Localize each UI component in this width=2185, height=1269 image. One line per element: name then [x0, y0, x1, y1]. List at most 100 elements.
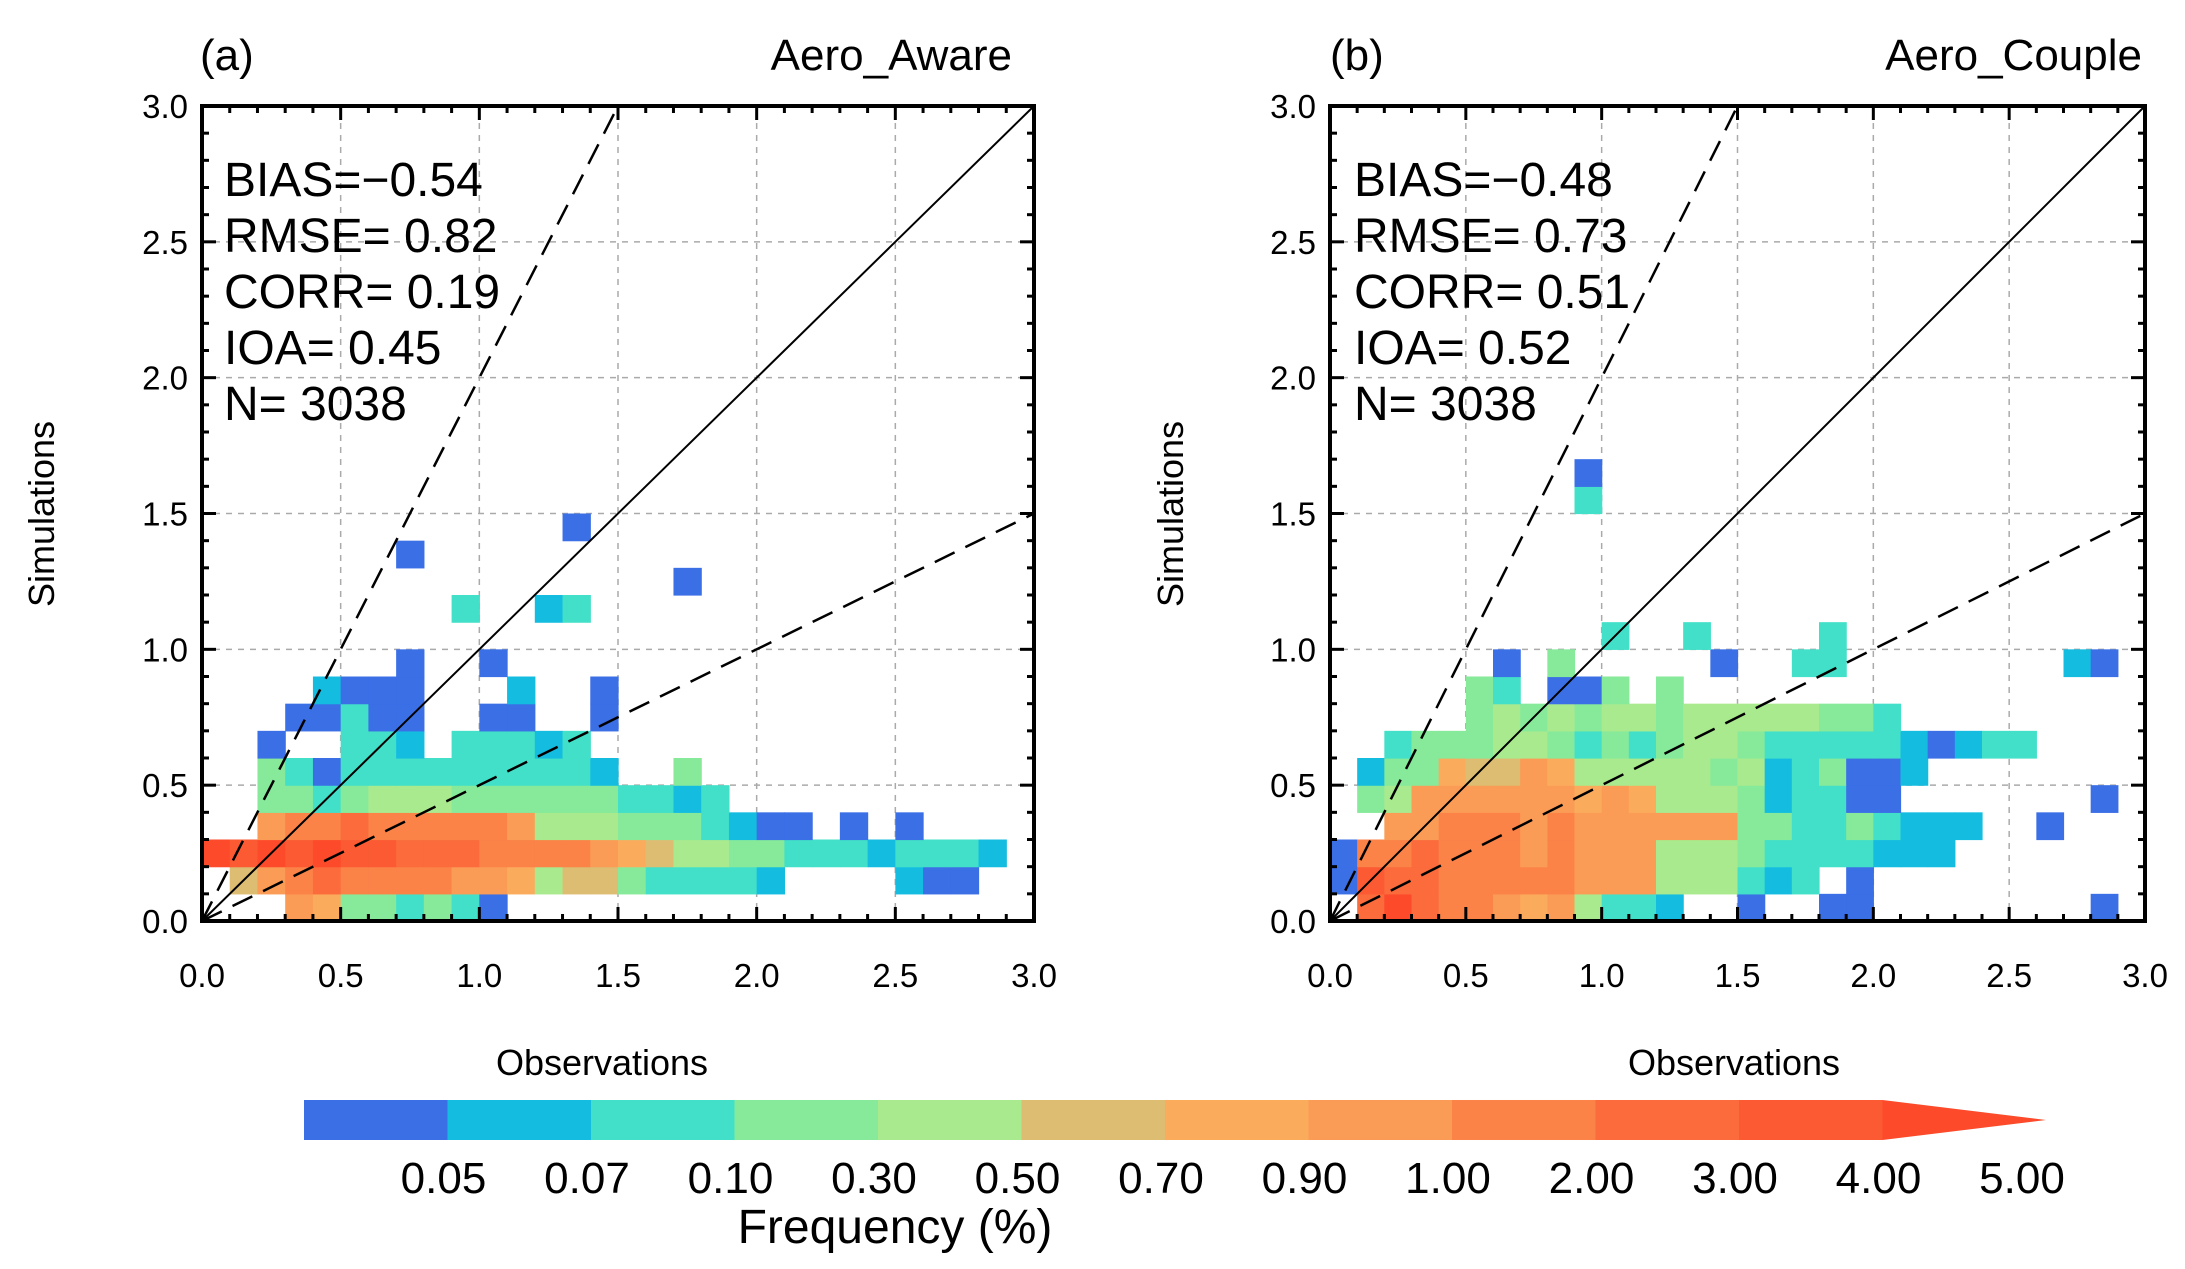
colorbar-label: 0.50: [975, 1154, 1061, 1203]
colorbar-label: 0.07: [544, 1154, 630, 1203]
heatmap-cell: [285, 866, 314, 895]
heatmap-cell: [1764, 839, 1793, 868]
heatmap-cell: [895, 812, 924, 841]
heatmap-cell: [1656, 703, 1684, 732]
heatmap-cell: [701, 866, 730, 895]
heatmap-cell: [590, 676, 619, 705]
heatmap-cell: [1737, 758, 1766, 786]
stat-rmse: RMSE= 0.73: [1354, 210, 1627, 263]
heatmap-cell: [1384, 893, 1413, 922]
heatmap-cell: [1438, 839, 1467, 868]
heatmap-cell: [1683, 730, 1711, 759]
heatmap-cell: [1683, 785, 1711, 813]
colorbar-swatch: [878, 1100, 1023, 1140]
heatmap-cell: [1737, 839, 1766, 868]
heatmap-cell: [479, 649, 508, 678]
heatmap-cell: [562, 785, 591, 813]
x-axis-label: Observations: [496, 1042, 708, 1083]
heatmap-cell: [1493, 866, 1521, 895]
heatmap-cell: [1493, 703, 1521, 732]
heatmap-cell: [368, 812, 397, 841]
heatmap-cell: [756, 866, 785, 895]
x-tick-label: 1.5: [1715, 957, 1761, 994]
heatmap-cell: [1520, 839, 1548, 868]
heatmap-cell: [1791, 758, 1820, 786]
stat-ioa: IOA= 0.45: [224, 322, 441, 375]
y-tick-label: 0.5: [1270, 767, 1316, 804]
heatmap-cell: [1384, 758, 1413, 786]
heatmap-cell: [1819, 812, 1847, 841]
x-tick-label: 1.0: [456, 957, 502, 994]
colorbar-label: 0.10: [688, 1154, 774, 1203]
heatmap-cell: [1547, 703, 1576, 732]
heatmap-cell: [285, 893, 314, 922]
heatmap-cell: [2009, 730, 2037, 759]
heatmap-cell: [1330, 866, 1358, 895]
stat-bias: BIAS=−0.48: [1354, 154, 1613, 207]
heatmap-cell: [507, 676, 536, 705]
heatmap-cell: [784, 812, 813, 841]
heatmap-cell: [1656, 866, 1684, 895]
heatmap-cell: [812, 839, 841, 868]
heatmap-cell: [1384, 730, 1413, 759]
heatmap-cell: [507, 866, 536, 895]
heatmap-cell: [1465, 676, 1494, 705]
heatmap-cell: [1493, 649, 1521, 678]
one-to-two-line: [1329, 512, 2146, 923]
heatmap-cell: [1574, 866, 1603, 895]
heatmap-cell: [1574, 459, 1603, 487]
heatmap-cell: [1574, 839, 1603, 868]
heatmap-cell: [1900, 730, 1929, 759]
heatmap-cell: [1954, 730, 1983, 759]
heatmap-cell: [673, 839, 702, 868]
heatmap-cell: [1438, 893, 1467, 922]
colorbar-label: 4.00: [1836, 1154, 1922, 1203]
heatmap-cell: [1819, 839, 1847, 868]
heatmap-cell: [1873, 812, 1902, 841]
heatmap-cell: [1710, 812, 1739, 841]
colorbar-swatch: [1021, 1100, 1166, 1140]
heatmap-cell: [423, 893, 453, 922]
heatmap-cell: [2090, 893, 2119, 922]
heatmap-cell: [479, 812, 508, 841]
heatmap-cell: [507, 839, 536, 868]
heatmap-cell: [1954, 812, 1983, 841]
heatmap-cell: [285, 758, 314, 786]
x-tick-label: 1.0: [1579, 957, 1625, 994]
heatmap-cell: [1683, 839, 1711, 868]
heatmap-cell: [1438, 812, 1467, 841]
heatmap-cell: [1601, 758, 1630, 786]
heatmap-cell: [590, 785, 619, 813]
heatmap-cell: [1656, 893, 1684, 922]
heatmap-cell: [1900, 758, 1929, 786]
colorbar-label: 3.00: [1692, 1154, 1778, 1203]
heatmap-cell: [312, 812, 342, 841]
colorbar-swatch: [1165, 1100, 1310, 1140]
colorbar-swatches: [304, 1100, 2046, 1140]
colorbar-label: 1.00: [1405, 1154, 1491, 1203]
two-to-one-line: [1328, 105, 1739, 922]
heatmap-cell: [2090, 649, 2119, 678]
heatmap-cell: [1357, 839, 1385, 868]
heatmap-cell: [507, 758, 536, 786]
heatmap-cell: [701, 785, 730, 813]
heatmap-cell: [1574, 486, 1603, 515]
heatmap-cell: [1465, 893, 1494, 922]
heatmap-cell: [1737, 703, 1766, 732]
heatmap-cell: [562, 513, 591, 542]
heatmap-cell: [534, 595, 564, 623]
heatmap-cell: [1710, 649, 1739, 678]
x-tick-label: 0.0: [1307, 957, 1353, 994]
heatmap-cell: [1791, 649, 1820, 678]
heatmap-cell: [1574, 758, 1603, 786]
heatmap-cell: [1438, 730, 1467, 759]
heatmap-cell: [1357, 785, 1385, 813]
panel-title: Aero_Couple: [1885, 31, 2142, 80]
y-tick-label: 1.0: [142, 631, 188, 668]
heatmap-cell: [1601, 812, 1630, 841]
heatmap-cell: [1493, 758, 1521, 786]
heatmap-cell: [368, 676, 397, 705]
heatmap-cell: [1601, 730, 1630, 759]
heatmap-cell: [590, 758, 619, 786]
